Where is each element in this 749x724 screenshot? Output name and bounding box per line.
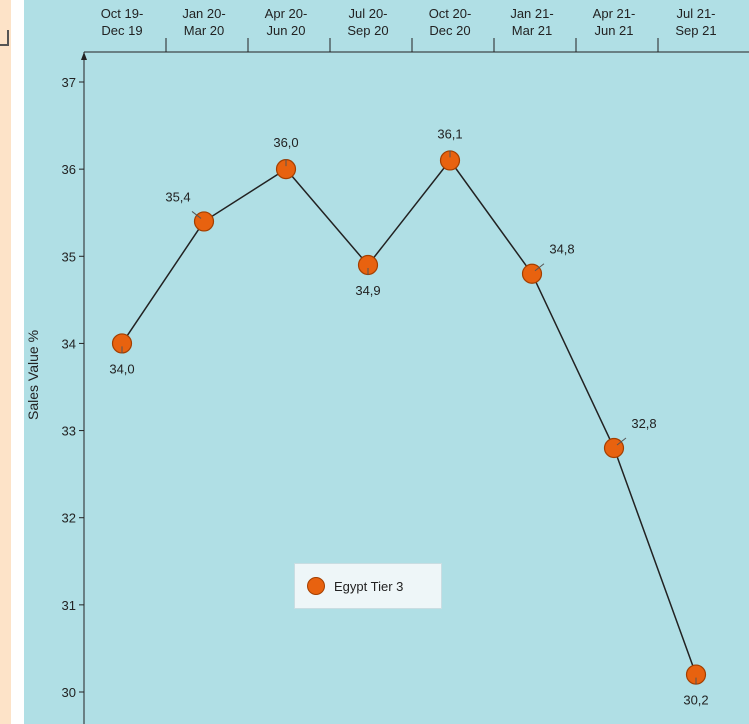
x-tick-label-line-2: Mar 21 [512,23,552,38]
legend-marker [307,577,325,595]
legend-label-egypt-tier-3: Egypt Tier 3 [334,578,404,594]
x-tick-label-line-1: Jan 20- [182,6,225,21]
x-tick-label-oct-20-dec-20: Oct 20- Dec 20 [429,6,472,38]
data-point-2 [193,211,215,232]
x-tick-label-line-2: Sep 20 [347,23,388,38]
left-side-panel [0,0,11,724]
y-tick-label-35: 35 [62,249,76,264]
x-tick-label-line-2: Mar 20 [184,23,224,38]
data-label-5: 36,1 [437,126,462,141]
x-tick-label-line-2: Sep 21 [675,23,716,38]
data-label-6: 34,8 [549,242,574,257]
data-label-4: 34,9 [355,283,380,298]
x-tick-label-line-1: Oct 20- [429,6,472,21]
x-tick-label-line-1: Jul 20- [348,6,387,21]
x-tick-label-jan-21-mar-21: Jan 21- Mar 21 [510,6,553,38]
y-tick-label-30: 30 [62,685,76,700]
data-label-leader-6 [534,263,545,272]
markers-layer [111,150,707,685]
data-label-7: 32,8 [631,416,656,431]
x-tick-label-oct-19-dec-19: Oct 19- Dec 19 [101,6,144,38]
x-tick-label-line-2: Jun 20 [266,23,305,38]
x-tick-label-line-1: Apr 20- [265,6,308,21]
x-tick-label-apr-20-jun-20: Apr 20- Jun 20 [265,6,308,38]
x-tick-label-jan-20-mar-20: Jan 20- Mar 20 [182,6,225,38]
data-label-8: 30,2 [683,693,708,708]
x-tick-label-line-1: Apr 21- [593,6,636,21]
panel-bracket [0,30,9,46]
y-tick-label-32: 32 [62,511,76,526]
data-labels-layer: 34,0 35,4 36,0 34,9 36,1 34,8 32,8 30,2 [109,126,708,707]
y-tick-label-36: 36 [62,162,76,177]
data-label-leader-2 [191,211,202,219]
line-chart: 30 31 32 33 34 35 36 37 Oct 19- Dec 19 Jan 20- Mar … [25,6,749,724]
x-tick-label-jul-21-sep-21: Jul 21- Sep 21 [675,6,716,38]
x-tick-label-line-2: Dec 19 [101,23,142,38]
x-tick-label-line-1: Jan 21- [510,6,553,21]
series-line-egypt-tier-3 [121,159,697,675]
y-tick-label-33: 33 [62,424,76,439]
axes: 30 31 32 33 34 35 36 37 Oct 19- Dec 19 Jan 20- Mar … [62,6,749,724]
x-tick-label-line-2: Jun 21 [594,23,633,38]
x-tick-label-jul-20-sep-20: Jul 20- Sep 20 [347,6,388,38]
y-tick-label-34: 34 [62,336,76,351]
data-point-6 [521,263,543,284]
data-label-2: 35,4 [165,189,190,204]
y-tick-label-31: 31 [62,598,76,613]
x-tick-label-apr-21-jun-21: Apr 21- Jun 21 [593,6,636,38]
y-tick-label-37: 37 [62,75,76,90]
legend: Egypt Tier 3 [294,563,442,609]
data-label-leader-7 [616,437,627,446]
data-point-7 [603,437,625,459]
x-tick-label-line-2: Dec 20 [429,23,470,38]
y-axis-arrow [81,52,87,60]
series-line-layer [121,159,697,675]
chart-panel: 30 31 32 33 34 35 36 37 Oct 19- Dec 19 Jan 20- Mar … [24,0,749,724]
y-axis-label: Sales Value % [25,330,41,420]
x-tick-label-line-1: Oct 19- [101,6,144,21]
data-label-1: 34,0 [109,361,134,376]
x-tick-label-line-1: Jul 21- [676,6,715,21]
data-label-3: 36,0 [273,135,298,150]
